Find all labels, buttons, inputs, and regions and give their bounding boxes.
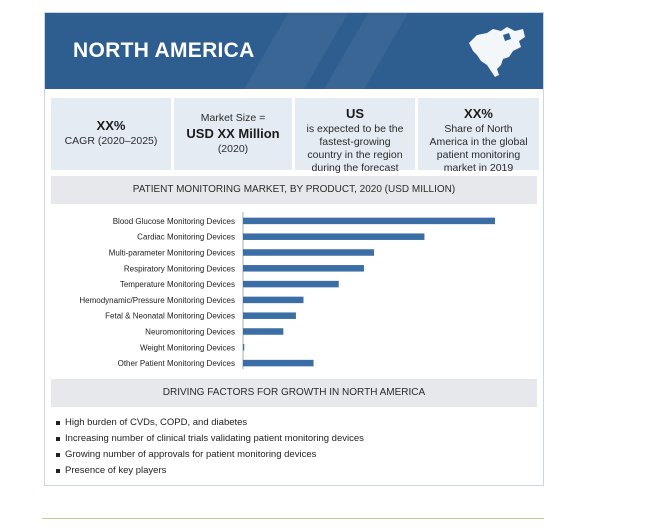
category-label: Cardiac Monitoring Devices	[137, 233, 235, 242]
north-america-map-icon	[469, 27, 525, 77]
category-label: Neuromonitoring Devices	[145, 328, 235, 337]
stat-market-size-value: USD XX Million	[186, 126, 280, 141]
category-label: Multi-parameter Monitoring Devices	[109, 249, 235, 258]
infographic-card: NORTH AMERICA XX% CAGR (2020–2025) Marke…	[44, 12, 544, 486]
bar	[243, 233, 425, 240]
category-label: Other Patient Monitoring Devices	[118, 359, 235, 368]
stat-market-size-year: (2020)	[217, 143, 249, 155]
bar	[243, 312, 296, 319]
bar	[243, 344, 245, 351]
stat-cagr-value: XX%	[96, 118, 126, 133]
stat-country-value: US	[345, 106, 365, 121]
chart-title: PATIENT MONITORING MARKET, BY PRODUCT, 2…	[51, 176, 537, 204]
stat-country-label: is expected to be the fastest-growing co…	[306, 123, 404, 187]
bar	[243, 328, 284, 335]
stat-share: XX% Share of North America in the global…	[418, 98, 539, 174]
category-label: Respiratory Monitoring Devices	[124, 264, 235, 273]
list-item: High burden of CVDs, COPD, and diabetes	[55, 415, 525, 431]
category-label: Hemodynamic/Pressure Monitoring Devices	[79, 296, 235, 305]
list-item: Presence of key players	[55, 463, 525, 479]
stat-share-label: Share of North America in the global pat…	[429, 123, 528, 174]
region-title: NORTH AMERICA	[73, 39, 255, 62]
drivers-title: DRIVING FACTORS FOR GROWTH IN NORTH AMER…	[51, 379, 537, 407]
bar	[243, 296, 304, 304]
category-label: Blood Glucose Monitoring Devices	[113, 217, 235, 226]
category-label: Fetal & Neonatal Monitoring Devices	[105, 312, 235, 321]
bar	[243, 217, 495, 225]
footer-divider	[42, 518, 544, 519]
stat-market-size-label: Market Size =	[200, 112, 266, 124]
drivers-list: High burden of CVDs, COPD, and diabetes …	[55, 415, 525, 479]
key-stats: XX% CAGR (2020–2025) Market Size = USD X…	[51, 98, 539, 187]
stat-cagr: XX% CAGR (2020–2025)	[51, 98, 171, 170]
header-banner: NORTH AMERICA	[45, 13, 543, 89]
stat-share-value: XX%	[464, 106, 493, 121]
category-label: Temperature Monitoring Devices	[120, 280, 235, 289]
stat-cagr-label: CAGR (2020–2025)	[64, 135, 158, 147]
bar	[243, 249, 375, 256]
list-item: Growing number of approvals for patient …	[55, 447, 525, 463]
stat-fastest-country: US is expected to be the fastest-growing…	[295, 98, 415, 187]
bar	[243, 359, 314, 367]
stat-market-size: Market Size = USD XX Million (2020)	[174, 98, 292, 170]
bar	[243, 265, 364, 272]
product-bar-chart: Blood Glucose Monitoring Devices Cardiac …	[79, 212, 495, 369]
list-item: Increasing number of clinical trials val…	[55, 431, 525, 447]
bar	[243, 280, 339, 288]
category-label: Weight Monitoring Devices	[140, 343, 235, 352]
